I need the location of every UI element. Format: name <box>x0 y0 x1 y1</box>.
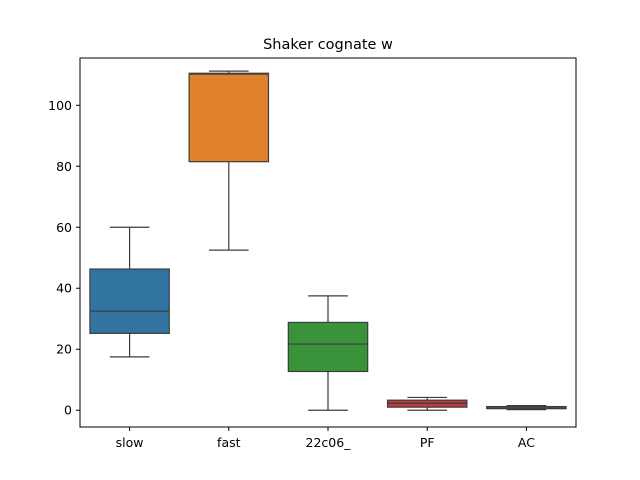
box-iqr <box>287 321 369 373</box>
box-AC <box>486 405 567 411</box>
y-tick-label: 20 <box>56 342 72 357</box>
x-tick-label: slow <box>116 435 144 450</box>
box-fast <box>188 70 270 251</box>
x-axis: slow fast 22c06_ PF AC <box>116 427 535 450</box>
plot-area <box>89 70 567 411</box>
x-tick-label: PF <box>420 435 435 450</box>
y-tick-label: 80 <box>56 159 72 174</box>
box-slow <box>89 226 170 358</box>
box-PF <box>386 396 468 411</box>
chart-title: Shaker cognate w <box>263 37 393 53</box>
box-iqr <box>89 268 170 334</box>
y-axis: 0 20 40 60 80 100 <box>48 98 80 418</box>
y-tick-label: 40 <box>56 281 72 296</box>
axes-frame <box>79 57 577 428</box>
x-tick-label: fast <box>217 435 241 450</box>
y-tick-label: 0 <box>64 403 72 418</box>
x-tick-label: 22c06_ <box>306 435 352 450</box>
box-22c06_ <box>287 295 369 411</box>
y-tick-label: 60 <box>56 220 72 235</box>
x-tick-label: AC <box>518 435 535 450</box>
y-tick-label: 100 <box>48 98 72 113</box>
box-iqr <box>188 72 270 163</box>
